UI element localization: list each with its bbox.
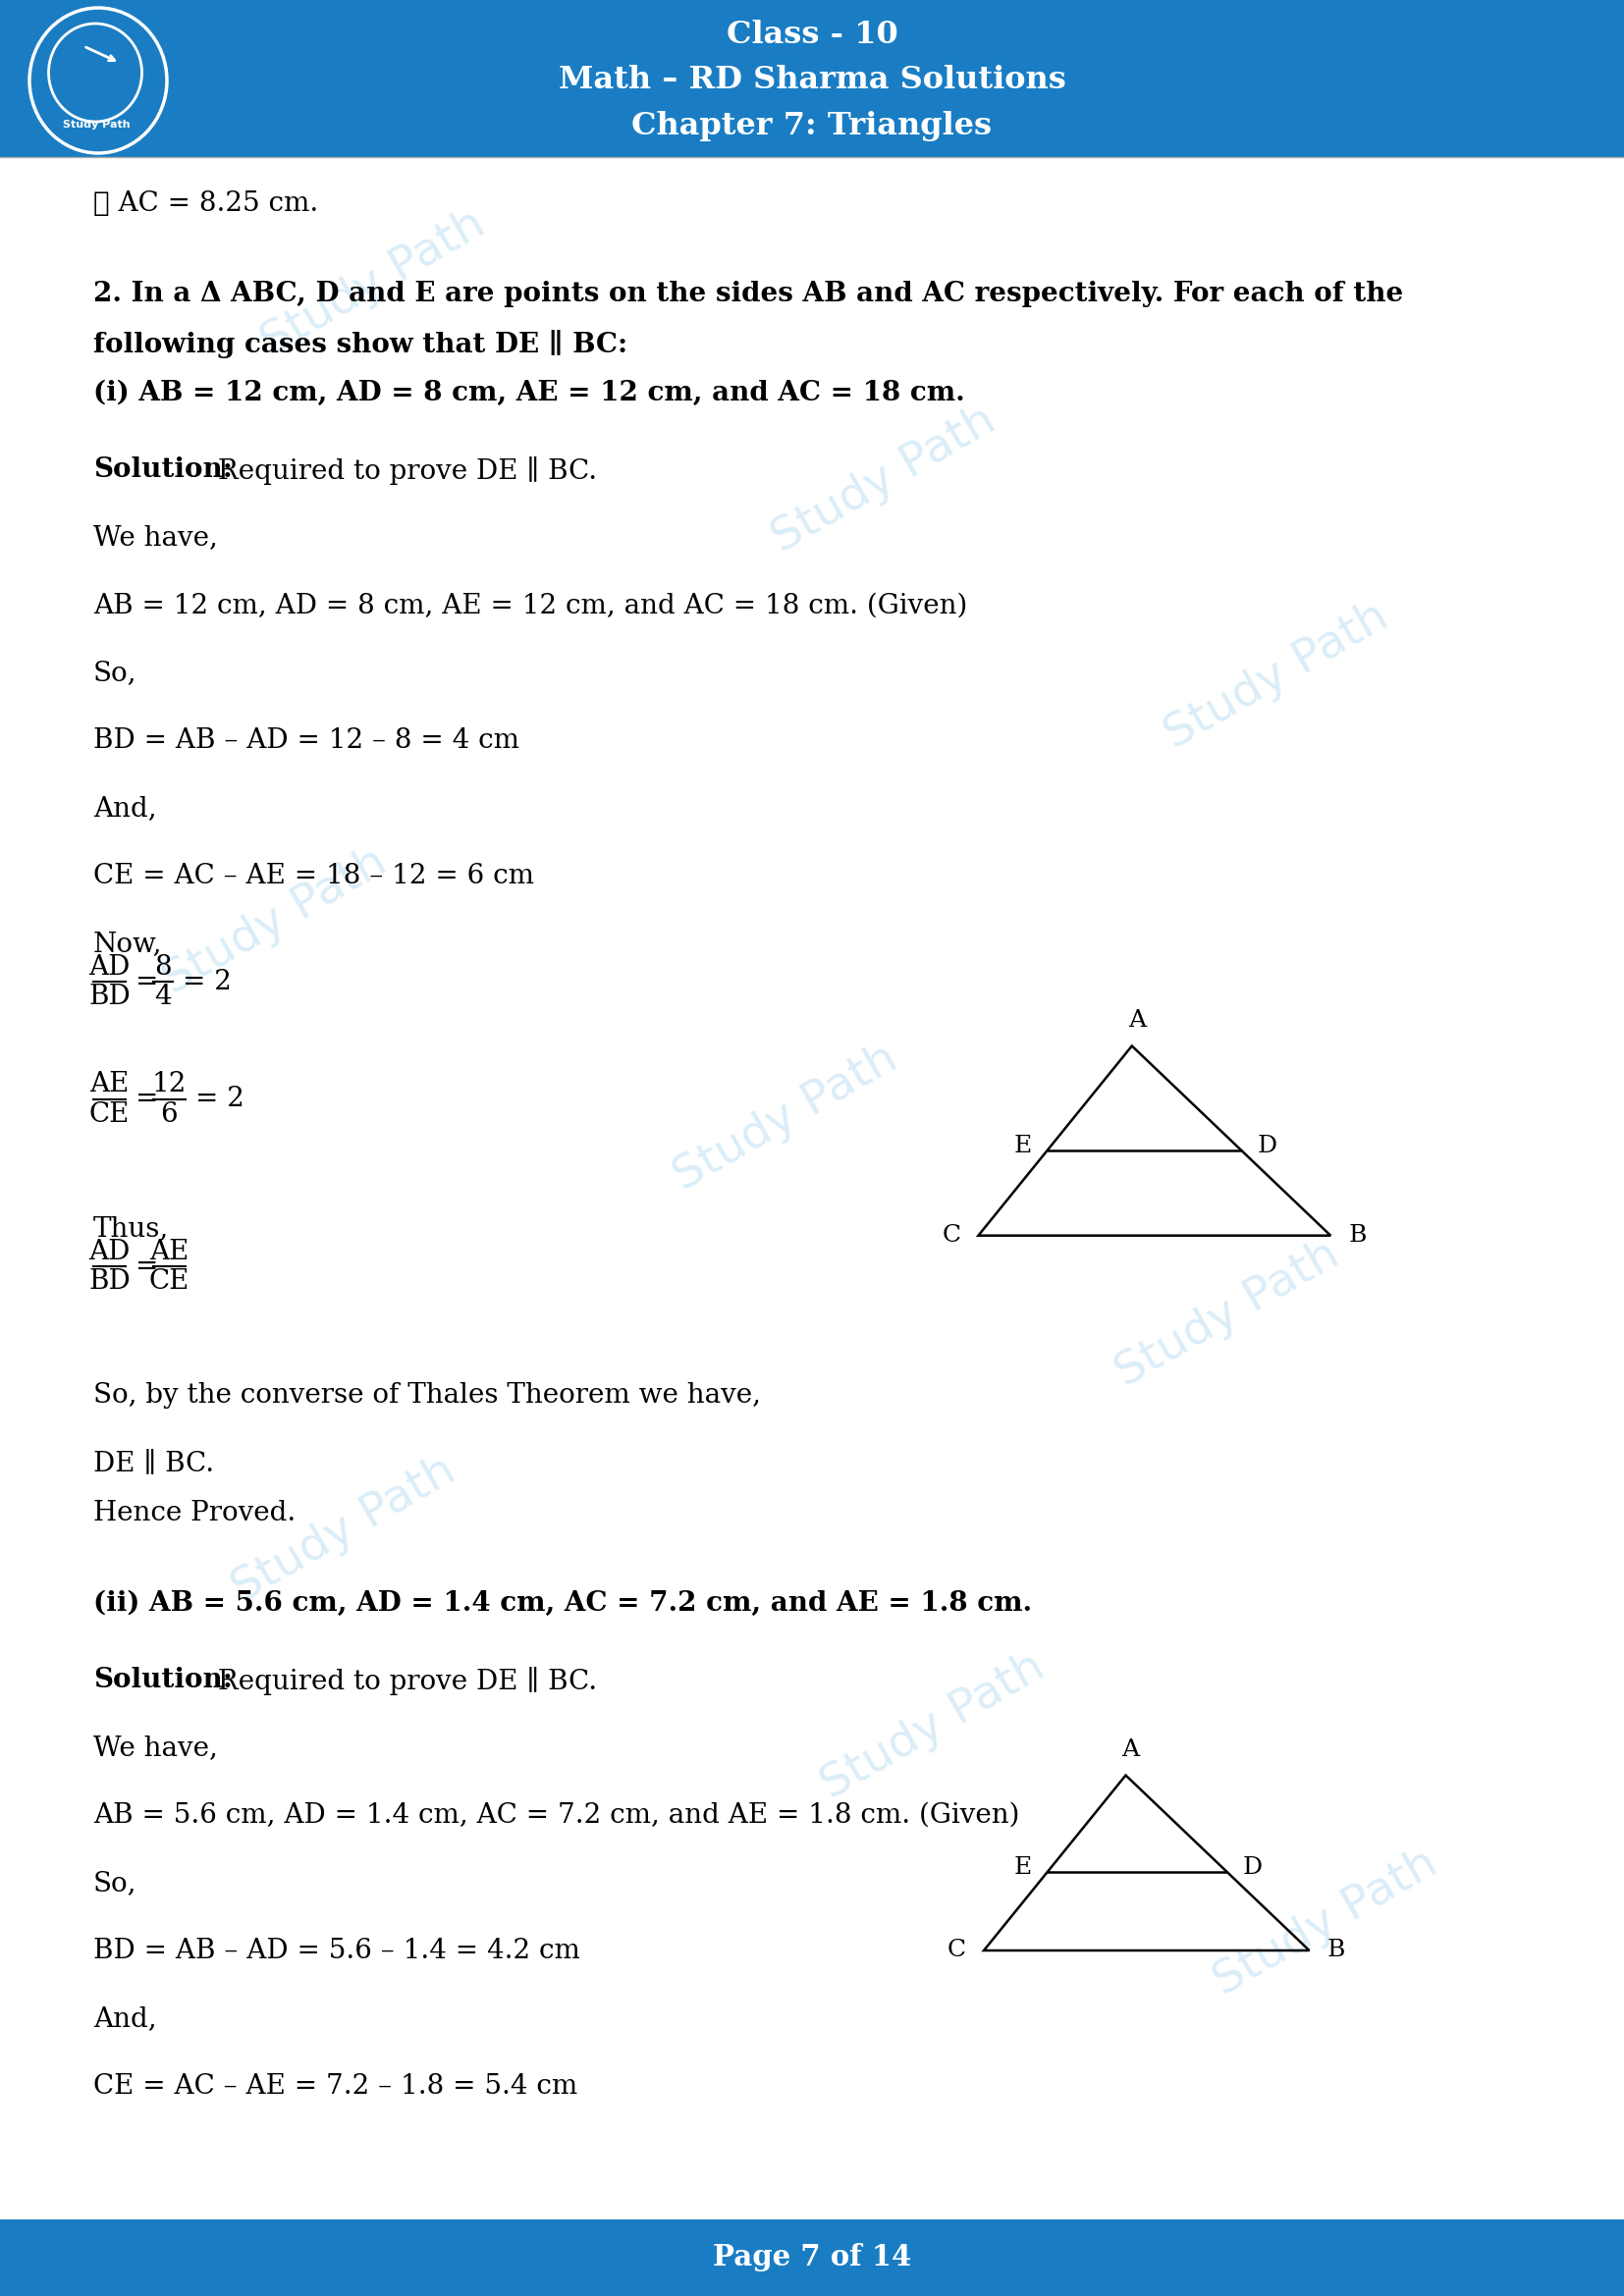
- Text: AB = 5.6 cm, AD = 1.4 cm, AC = 7.2 cm, and AE = 1.8 cm. (Given): AB = 5.6 cm, AD = 1.4 cm, AC = 7.2 cm, a…: [93, 1802, 1020, 1828]
- Text: AD: AD: [89, 1238, 130, 1265]
- Text: BD = AB – AD = 12 – 8 = 4 cm: BD = AB – AD = 12 – 8 = 4 cm: [93, 728, 520, 753]
- Text: AE: AE: [149, 1238, 188, 1265]
- Text: Class - 10: Class - 10: [726, 18, 898, 51]
- Text: CE: CE: [89, 1102, 130, 1127]
- Text: And,: And,: [93, 2004, 158, 2032]
- Text: 12: 12: [151, 1072, 187, 1097]
- Text: BD: BD: [88, 1267, 130, 1295]
- Text: DE ∥ BC.: DE ∥ BC.: [93, 1451, 214, 1476]
- Text: So,: So,: [93, 1869, 136, 1896]
- Text: B: B: [1327, 1940, 1345, 1961]
- Text: =: =: [135, 1254, 158, 1279]
- Text: ∴ AC = 8.25 cm.: ∴ AC = 8.25 cm.: [93, 191, 318, 216]
- Text: B: B: [1348, 1224, 1366, 1247]
- Text: =: =: [135, 969, 158, 994]
- Text: D: D: [1257, 1134, 1276, 1157]
- Text: D: D: [1242, 1857, 1262, 1878]
- Text: Study Path: Study Path: [1207, 1841, 1445, 2004]
- Text: CE = AC – AE = 7.2 – 1.8 = 5.4 cm: CE = AC – AE = 7.2 – 1.8 = 5.4 cm: [93, 2073, 578, 2099]
- Text: CE = AC – AE = 18 – 12 = 6 cm: CE = AC – AE = 18 – 12 = 6 cm: [93, 863, 534, 889]
- Text: = 2: = 2: [195, 1086, 244, 1114]
- Text: E: E: [1013, 1857, 1031, 1878]
- Text: Study Path: Study Path: [224, 1449, 463, 1612]
- Text: Now,: Now,: [93, 930, 162, 957]
- Text: (ii) AB = 5.6 cm, AD = 1.4 cm, AC = 7.2 cm, and AE = 1.8 cm.: (ii) AB = 5.6 cm, AD = 1.4 cm, AC = 7.2 …: [93, 1591, 1033, 1616]
- Text: Study Path: Study Path: [814, 1644, 1052, 1809]
- Text: BD = AB – AD = 5.6 – 1.4 = 4.2 cm: BD = AB – AD = 5.6 – 1.4 = 4.2 cm: [93, 1938, 580, 1963]
- Text: (i) AB = 12 cm, AD = 8 cm, AE = 12 cm, and AC = 18 cm.: (i) AB = 12 cm, AD = 8 cm, AE = 12 cm, a…: [93, 379, 965, 406]
- Text: 8: 8: [154, 953, 172, 980]
- Text: Study Path: Study Path: [156, 840, 395, 1003]
- Text: So,: So,: [93, 659, 136, 687]
- Text: Solution:: Solution:: [93, 1667, 232, 1692]
- Text: AD: AD: [89, 953, 130, 980]
- Text: BD: BD: [88, 983, 130, 1010]
- FancyBboxPatch shape: [0, 2220, 1624, 2296]
- Text: Study Path: Study Path: [1156, 595, 1397, 758]
- Text: A: A: [1129, 1010, 1145, 1033]
- Text: Study Path: Study Path: [1108, 1233, 1346, 1396]
- Text: Page 7 of 14: Page 7 of 14: [713, 2243, 911, 2273]
- Text: Study Path: Study Path: [666, 1035, 905, 1201]
- Text: Hence Proved.: Hence Proved.: [93, 1499, 296, 1527]
- Text: We have,: We have,: [93, 523, 218, 551]
- Text: Required to prove DE ∥ BC.: Required to prove DE ∥ BC.: [209, 457, 598, 484]
- Text: 4: 4: [154, 983, 172, 1010]
- Text: We have,: We have,: [93, 1733, 218, 1761]
- Text: =: =: [135, 1086, 158, 1114]
- Text: Study Path: Study Path: [765, 397, 1004, 563]
- Text: Solution:: Solution:: [93, 457, 232, 482]
- Text: A: A: [1122, 1738, 1140, 1761]
- FancyBboxPatch shape: [0, 0, 1624, 156]
- Text: following cases show that DE ∥ BC:: following cases show that DE ∥ BC:: [93, 331, 627, 358]
- Text: And,: And,: [93, 794, 158, 822]
- Text: E: E: [1013, 1134, 1031, 1157]
- Text: 2. In a Δ ABC, D and E are points on the sides AB and AC respectively. For each : 2. In a Δ ABC, D and E are points on the…: [93, 280, 1403, 308]
- Text: = 2: = 2: [184, 969, 232, 994]
- Text: AE: AE: [89, 1072, 130, 1097]
- Text: Math – RD Sharma Solutions: Math – RD Sharma Solutions: [559, 64, 1065, 96]
- Text: C: C: [947, 1940, 966, 1961]
- Text: CE: CE: [149, 1267, 190, 1295]
- Text: C: C: [942, 1224, 961, 1247]
- Text: Study Path: Study Path: [63, 119, 130, 129]
- Text: So, by the converse of Thales Theorem we have,: So, by the converse of Thales Theorem we…: [93, 1382, 762, 1410]
- Text: Thus,: Thus,: [93, 1215, 169, 1242]
- Text: Required to prove DE ∥ BC.: Required to prove DE ∥ BC.: [209, 1667, 598, 1694]
- Text: 6: 6: [161, 1102, 177, 1127]
- Text: Chapter 7: Triangles: Chapter 7: Triangles: [632, 110, 992, 140]
- Text: Study Path: Study Path: [253, 202, 492, 365]
- Text: AB = 12 cm, AD = 8 cm, AE = 12 cm, and AC = 18 cm. (Given): AB = 12 cm, AD = 8 cm, AE = 12 cm, and A…: [93, 592, 968, 618]
